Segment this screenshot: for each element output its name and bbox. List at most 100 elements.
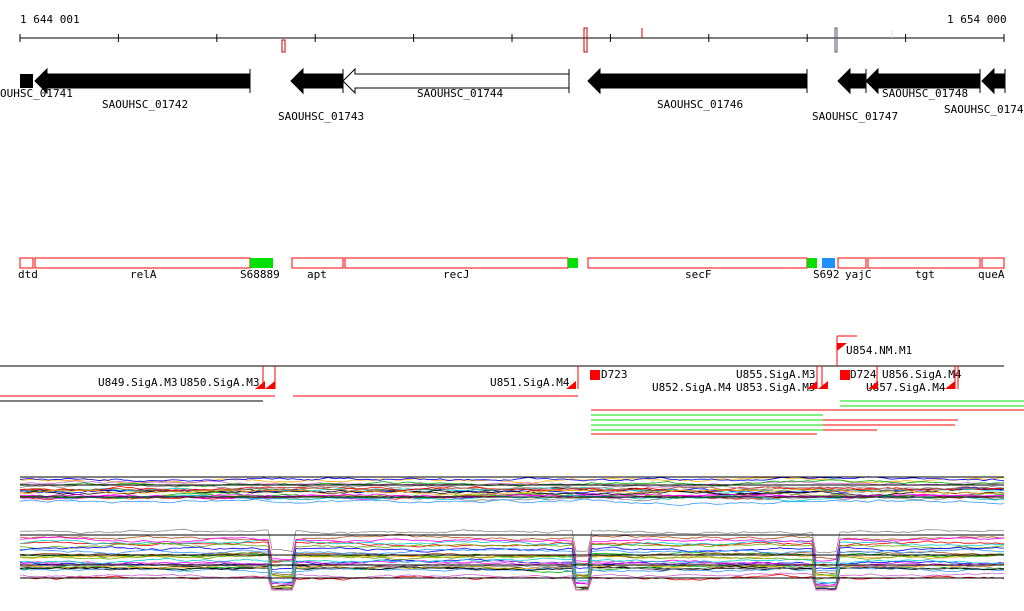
annotation-tgt[interactable]: tgt xyxy=(867,257,981,281)
annotation-label: dtd xyxy=(18,268,38,281)
feature-label: U854.NM.M1 xyxy=(846,344,912,357)
gene-SAOUHSC_01746[interactable]: SAOUHSC_01746 xyxy=(587,67,808,111)
annotation-label: queA xyxy=(978,268,1005,281)
annotation-box xyxy=(344,257,569,269)
annotation-S68889[interactable]: S68889 xyxy=(240,268,280,281)
gene-SAOUHSC_01742[interactable]: SAOUHSC_01742 xyxy=(34,67,251,111)
annotation-track: dtd relA S68889 apt recJ secF S692 yajC tgt queA xyxy=(18,257,1005,281)
gene-label: SAOUHSC_01747 xyxy=(812,110,898,123)
annotation-label: S692 xyxy=(813,268,840,281)
feature-label: U852.SigA.M4 xyxy=(652,381,732,394)
annotation-label: apt xyxy=(307,268,327,281)
feature-label: U857.SigA.M4 xyxy=(866,381,946,394)
annotation-label: secF xyxy=(685,268,712,281)
feature-label: U853.SigA.M5 xyxy=(736,381,815,394)
promoter-flag xyxy=(868,381,878,389)
gene-arrow xyxy=(20,74,33,88)
coverage-line xyxy=(19,542,1005,568)
ruler-end-label: 1 654 000 xyxy=(947,13,1007,26)
gene-label: SAOUHSC_01746 xyxy=(657,98,743,111)
coverage-line xyxy=(19,486,1005,493)
gene-SAOUHSC_01743[interactable]: SAOUHSC_01743 xyxy=(278,67,364,123)
gene-label: SAOUHSC_01743 xyxy=(278,110,364,123)
marker xyxy=(583,27,588,53)
ruler-track: 1 644 001 1 654 000 xyxy=(19,13,1007,53)
annotation-label: S68889 xyxy=(240,268,280,281)
coverage-line xyxy=(19,483,1005,491)
annotation-block xyxy=(807,258,817,268)
coverage-line xyxy=(19,498,1005,507)
annotation-apt[interactable]: apt xyxy=(291,257,344,281)
annotation-label: recJ xyxy=(443,268,470,281)
promoter-flag xyxy=(566,381,576,389)
gene-label: OUHSC_01741 xyxy=(0,87,73,100)
coverage-track xyxy=(19,476,1005,591)
gene-SAOUHSC_01747[interactable]: SAOUHSC_01747 xyxy=(812,67,898,123)
ruler-ticks xyxy=(19,34,1005,42)
annotation-box xyxy=(837,257,867,269)
annotation-box xyxy=(981,257,1005,269)
feature-label: U855.SigA.M3 xyxy=(736,368,815,381)
coverage-line xyxy=(19,554,1005,581)
gene-label: SAOUHSC_01742 xyxy=(102,98,188,111)
promoter-flag xyxy=(818,381,828,389)
annotation-label: relA xyxy=(130,268,157,281)
coverage-line xyxy=(19,539,1005,566)
coverage-line xyxy=(19,557,1005,584)
feature-label: U851.SigA.M4 xyxy=(490,376,570,389)
annotation-block xyxy=(250,258,273,268)
promoter-flag xyxy=(265,381,275,389)
promoter-flag xyxy=(945,381,955,389)
gene-SAOUHSC_01744[interactable]: SAOUHSC_01744 xyxy=(342,67,570,100)
gene-OUHSC_01741[interactable]: OUHSC_01741 xyxy=(0,74,73,100)
coverage-line xyxy=(19,548,1005,574)
annotation-queA[interactable]: queA xyxy=(978,257,1005,281)
annotation-label: yajC xyxy=(845,268,872,281)
annotation-block xyxy=(822,258,835,268)
gene-label: SAOUHSC_0174 xyxy=(944,103,1024,116)
feature-label: U850.SigA.M3 xyxy=(180,376,259,389)
ruler-start-label: 1 644 001 xyxy=(20,13,80,26)
annotation-dtd[interactable]: dtd xyxy=(18,257,38,281)
annotation-relA[interactable]: relA xyxy=(34,257,251,281)
gene-arrow xyxy=(981,67,1006,95)
annotation-block xyxy=(568,258,578,268)
promoter-flag xyxy=(807,381,817,389)
annotation-box xyxy=(587,257,808,269)
annotation-recJ[interactable]: recJ xyxy=(344,257,569,281)
annotation-box xyxy=(867,257,981,269)
gene-SAOUHSC_0174[interactable]: SAOUHSC_0174 xyxy=(944,67,1024,116)
gene-label: SAOUHSC_01744 xyxy=(417,87,503,100)
feature-label: D724 xyxy=(850,368,877,381)
annotation-label: tgt xyxy=(915,268,935,281)
gene-label: SAOUHSC_01748 xyxy=(882,87,968,100)
annotation-box xyxy=(34,257,251,269)
feature-label: U856.SigA.M4 xyxy=(882,368,962,381)
coverage-line xyxy=(19,488,1005,496)
coverage-line xyxy=(19,528,1005,554)
gene-SAOUHSC_01748[interactable]: SAOUHSC_01748 xyxy=(865,67,981,100)
marker xyxy=(281,39,286,53)
annotation-secF[interactable]: secF xyxy=(587,257,808,281)
annotation-box xyxy=(291,257,344,269)
gene-arrow xyxy=(587,67,808,95)
feature-label: U849.SigA.M3 xyxy=(98,376,177,389)
feature-label: D723 xyxy=(601,368,628,381)
annotation-S692[interactable]: S692 xyxy=(813,268,840,281)
coverage-line xyxy=(19,480,1005,488)
annotation-box xyxy=(19,257,34,269)
gene-arrow xyxy=(837,67,867,95)
feature-track: U849.SigA.M3 U850.SigA.M3 U851.SigA.M4 D723… xyxy=(0,335,1024,435)
coverage-line xyxy=(19,476,1005,482)
coverage-line xyxy=(19,563,1005,590)
promoter-flag xyxy=(837,343,847,351)
coverage-line xyxy=(19,572,1005,591)
coverage-line xyxy=(19,536,1005,562)
gene-arrow xyxy=(290,67,344,95)
feature-block xyxy=(590,370,600,380)
gene-track: OUHSC_01741 SAOUHSC_01742 SAOUHSC_01743 SAO… xyxy=(0,67,1024,123)
annotation-yajC[interactable]: yajC xyxy=(837,257,872,281)
coverage-line xyxy=(19,546,1005,570)
coverage-line xyxy=(19,491,1005,500)
